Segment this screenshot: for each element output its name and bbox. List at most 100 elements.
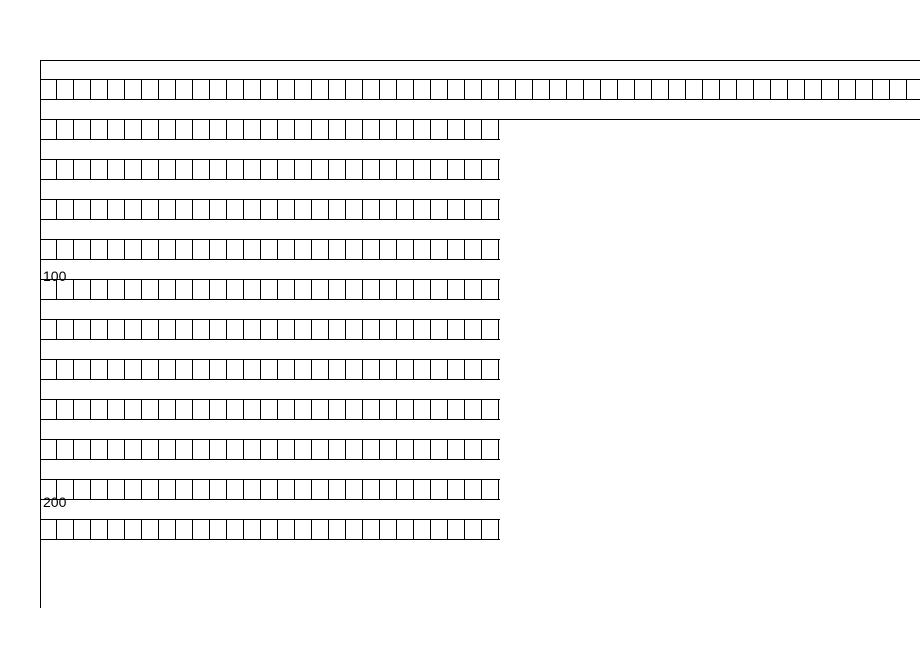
grid-cell [159,520,176,540]
grid-cell [142,160,159,180]
grid-gap-cell [448,260,465,280]
grid-gap-cell [108,60,125,80]
grid-cell [278,360,295,380]
grid-gap-cell [312,460,329,480]
grid-cell [397,360,414,380]
grid-cell [278,160,295,180]
grid-cell [159,480,176,500]
grid-gap-cell [363,500,380,520]
grid-gap-cell [465,60,482,80]
grid-cell [465,240,482,260]
grid-cell [227,400,244,420]
grid-cell [210,240,227,260]
grid-gap-cell [91,180,108,200]
grid-cell [142,80,159,100]
grid-cell [108,360,125,380]
grid-cell [159,160,176,180]
grid-gap-cell [57,500,74,520]
grid-gap-cell [312,340,329,360]
grid-cell [57,360,74,380]
grid-cell [363,200,380,220]
grid-gap-cell [142,260,159,280]
grid-cell [516,80,533,100]
grid-cell [363,480,380,500]
grid-cell [431,120,448,140]
grid-gap-cell [40,500,57,520]
grid-gap-cell [380,300,397,320]
grid-gap-cell [74,140,91,160]
grid-cell [822,80,839,100]
grid-cell [193,320,210,340]
grid-gap-cell [108,220,125,240]
grid-gap-cell [312,180,329,200]
grid-gap-cell [329,380,346,400]
grid-cell [91,440,108,460]
grid-cell [261,240,278,260]
grid-gap-cell [414,300,431,320]
grid-cell [465,440,482,460]
grid-cell [227,240,244,260]
grid-cell [380,280,397,300]
grid-gap-cell [176,220,193,240]
grid-cell [40,120,57,140]
grid-cell [499,80,500,100]
grid-gap-cell [159,140,176,160]
grid-gap-cell [74,60,91,80]
grid-cell [91,200,108,220]
grid-gap-cell [907,60,920,80]
grid-gap-cell [482,100,499,120]
grid-gap-cell [244,340,261,360]
grid-cell [278,200,295,220]
grid-cell [193,200,210,220]
grid-cell [465,480,482,500]
grid-cell [482,320,499,340]
grid-gap-cell [703,100,720,120]
grid-gap-cell [380,140,397,160]
grid-cell [448,480,465,500]
grid-cell [91,360,108,380]
grid-cell [431,520,448,540]
grid-gap-cell [57,180,74,200]
grid-cell [363,440,380,460]
grid-cell [363,80,380,100]
grid-cell [108,280,125,300]
grid-gap-cell [278,460,295,480]
grid-gap-cell [397,100,414,120]
grid-gap-cell [618,100,635,120]
grid-cell [414,440,431,460]
grid-cell [261,200,278,220]
grid-gap-cell [873,100,890,120]
grid-cell [499,80,516,100]
grid-gap-cell [295,180,312,200]
grid-cell [414,320,431,340]
grid-gap-cell [125,60,142,80]
grid-cell [261,160,278,180]
grid-gap-cell [227,420,244,440]
grid-cell [227,440,244,460]
grid-gap-cell [278,260,295,280]
grid-gap-cell [448,220,465,240]
grid-cell [805,80,822,100]
grid-cell [431,400,448,420]
grid-cell [329,200,346,220]
grid-gap-cell [329,60,346,80]
grid-gap-cell [125,140,142,160]
grid-cell [159,120,176,140]
grid-gap-cell [805,60,822,80]
grid-cell [482,120,499,140]
grid-cell [720,80,737,100]
grid-gap-cell [431,420,448,440]
grid-gap-cell [397,420,414,440]
grid-cell [40,400,57,420]
grid-gap-cell [363,100,380,120]
grid-gap-cell [108,460,125,480]
grid-cell [397,480,414,500]
grid-gap-cell [584,60,601,80]
grid-gap-cell [57,340,74,360]
grid-gap-cell [737,60,754,80]
grid-gap-cell [74,220,91,240]
grid-cell [244,320,261,340]
grid-gap-cell [57,380,74,400]
grid-cell [329,280,346,300]
grid-cell [363,400,380,420]
